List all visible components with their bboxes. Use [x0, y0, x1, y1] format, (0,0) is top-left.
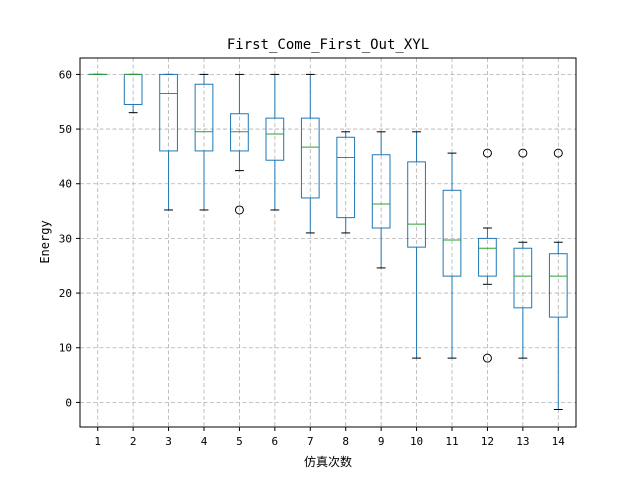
- box-iqr: [300, 117, 320, 199]
- y-tick-label: 30: [59, 232, 72, 245]
- outlier-point: [482, 148, 492, 158]
- x-tick-label: 7: [307, 435, 314, 448]
- chart-title: First_Come_First_Out_XYL: [227, 37, 429, 53]
- plot-frame: [79, 57, 577, 428]
- y-tick-label: 0: [65, 396, 72, 409]
- y-tick-label: 40: [59, 178, 72, 191]
- box-iqr: [478, 237, 497, 277]
- x-tick-label: 10: [410, 435, 423, 448]
- box-iqr: [265, 117, 285, 161]
- grid-lines: [80, 58, 576, 427]
- x-tick-label: 6: [272, 435, 279, 448]
- x-tick-label: 1: [94, 435, 101, 448]
- x-tick-label: 4: [201, 435, 208, 448]
- box-iqr: [513, 247, 533, 309]
- x-axis-label: 仿真次数: [304, 454, 352, 469]
- x-tick-label: 8: [342, 435, 349, 448]
- box-iqr: [548, 253, 568, 318]
- box-iqr: [407, 161, 426, 248]
- x-tick-label: 14: [552, 435, 566, 448]
- x-tick-label: 13: [516, 435, 529, 448]
- box-iqr: [159, 73, 178, 152]
- outlier-point: [553, 148, 563, 158]
- outlier-point: [482, 353, 492, 363]
- y-axis-ticks: 0 10 20 30 40 50 60: [59, 68, 80, 409]
- y-tick-label: 10: [59, 342, 72, 355]
- box-iqr: [194, 83, 214, 152]
- y-tick-label: 60: [59, 68, 72, 81]
- axes: [79, 57, 577, 428]
- box-iqr: [371, 154, 391, 229]
- x-tick-label: 5: [236, 435, 243, 448]
- x-tick-label: 11: [445, 435, 458, 448]
- y-tick-label: 50: [59, 123, 72, 136]
- box-iqr: [230, 113, 249, 152]
- box-series: [88, 73, 568, 411]
- x-axis-ticks: 1 2 3 4 5 6 7 8 9 10 11 12 13 14: [94, 427, 565, 448]
- y-axis-label: Energy: [38, 220, 52, 263]
- x-tick-label: 12: [481, 435, 494, 448]
- y-tick-label: 20: [59, 287, 72, 300]
- x-tick-label: 9: [378, 435, 385, 448]
- x-tick-label: 3: [165, 435, 172, 448]
- box-iqr: [336, 136, 356, 219]
- x-tick-label: 2: [130, 435, 137, 448]
- outlier-point: [234, 205, 244, 215]
- box-iqr: [442, 189, 462, 277]
- outlier-point: [518, 148, 528, 158]
